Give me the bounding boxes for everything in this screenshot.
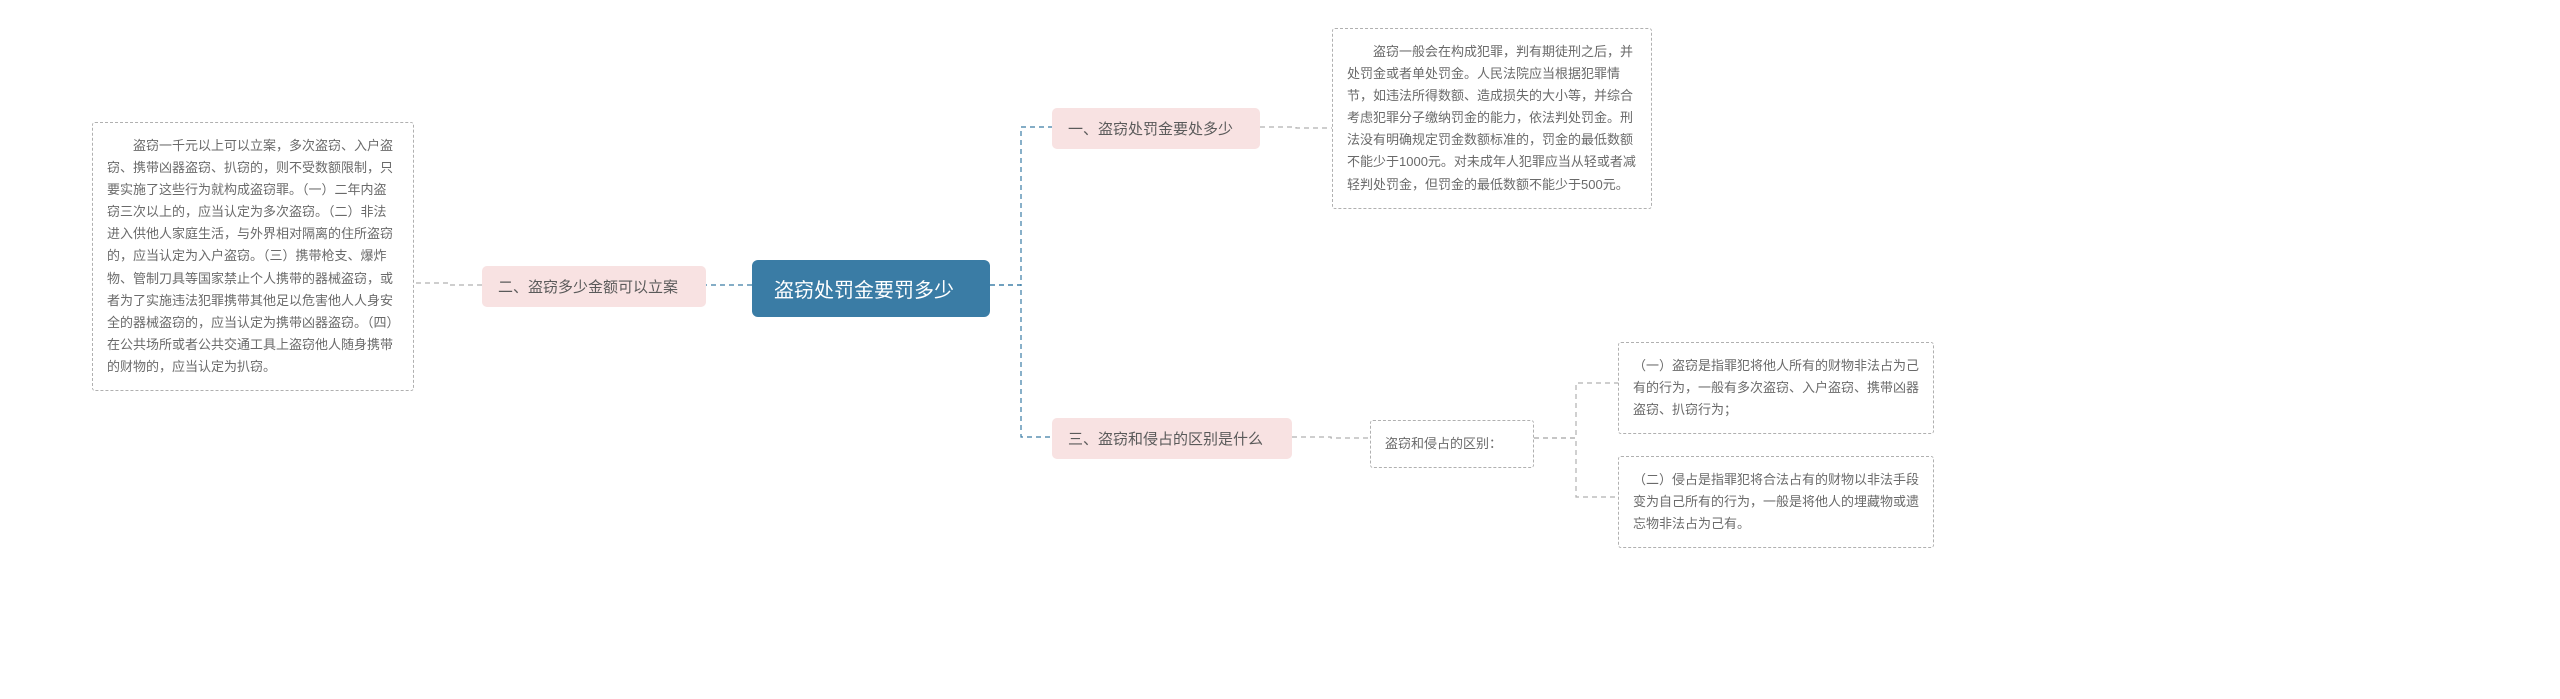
leaf-2[interactable]: 盗窃一千元以上可以立案，多次盗窃、入户盗窃、携带凶器盗窃、扒窃的，则不受数额限制… <box>92 122 414 391</box>
leaf-3c-text: （二）侵占是指罪犯将合法占有的财物以非法手段变为自己所有的行为，一般是将他人的埋… <box>1633 472 1919 531</box>
branch-3-label: 三、盗窃和侵占的区别是什么 <box>1068 431 1263 448</box>
leaf-3a[interactable]: 盗窃和侵占的区别： <box>1370 420 1534 468</box>
root-node[interactable]: 盗窃处罚金要罚多少 <box>752 260 990 317</box>
leaf-3c[interactable]: （二）侵占是指罪犯将合法占有的财物以非法手段变为自己所有的行为，一般是将他人的埋… <box>1618 456 1934 548</box>
branch-2-label: 二、盗窃多少金额可以立案 <box>498 279 678 296</box>
leaf-3b[interactable]: （一）盗窃是指罪犯将他人所有的财物非法占为己有的行为，一般有多次盗窃、入户盗窃、… <box>1618 342 1934 434</box>
branch-1-label: 一、盗窃处罚金要处多少 <box>1068 121 1233 138</box>
leaf-1-text: 盗窃一般会在构成犯罪，判有期徒刑之后，并处罚金或者单处罚金。人民法院应当根据犯罪… <box>1347 44 1636 192</box>
branch-1[interactable]: 一、盗窃处罚金要处多少 <box>1052 108 1260 149</box>
branch-3[interactable]: 三、盗窃和侵占的区别是什么 <box>1052 418 1292 459</box>
leaf-3b-text: （一）盗窃是指罪犯将他人所有的财物非法占为己有的行为，一般有多次盗窃、入户盗窃、… <box>1633 358 1919 417</box>
leaf-2-text: 盗窃一千元以上可以立案，多次盗窃、入户盗窃、携带凶器盗窃、扒窃的，则不受数额限制… <box>107 138 393 374</box>
root-label: 盗窃处罚金要罚多少 <box>774 280 954 302</box>
leaf-3a-text: 盗窃和侵占的区别： <box>1385 436 1502 451</box>
branch-2[interactable]: 二、盗窃多少金额可以立案 <box>482 266 706 307</box>
leaf-1[interactable]: 盗窃一般会在构成犯罪，判有期徒刑之后，并处罚金或者单处罚金。人民法院应当根据犯罪… <box>1332 28 1652 209</box>
